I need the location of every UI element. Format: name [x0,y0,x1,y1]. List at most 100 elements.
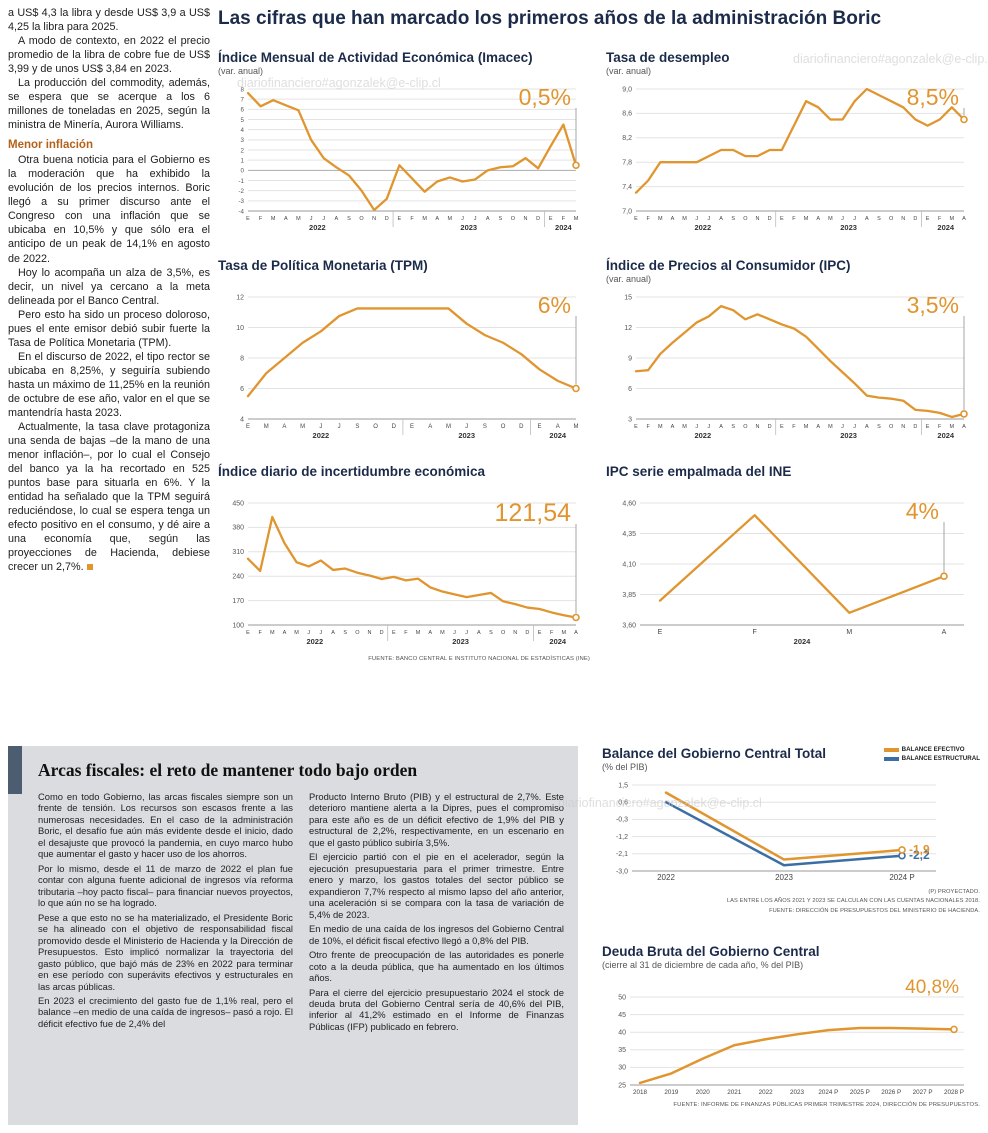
svg-text:D: D [768,216,772,222]
svg-text:2022: 2022 [309,223,326,232]
article-paragraph: En 2023 el crecimiento del gasto fue de … [38,994,293,1029]
svg-text:2023: 2023 [460,223,477,232]
svg-text:E: E [634,424,638,430]
svg-text:M: M [416,630,421,636]
svg-text:J: J [695,424,698,430]
svg-text:M: M [294,630,299,636]
svg-text:6: 6 [240,385,244,392]
headline-accent-bar [8,746,22,794]
svg-text:D: D [536,216,540,222]
svg-text:O: O [501,424,506,430]
svg-text:2024: 2024 [937,223,955,232]
svg-text:-1,2: -1,2 [616,833,628,840]
ipc-ine-svg: 4,60 4,35 4,10 3,85 3,60 E F M A 2024 4% [622,498,964,646]
article-paragraph: a US$ 4,3 la libra y desde US$ 3,9 a US$… [8,7,210,34]
svg-text:J: J [695,216,698,222]
svg-text:7: 7 [241,96,245,103]
svg-text:2: 2 [241,147,245,154]
svg-text:M: M [271,216,276,222]
svg-text:170: 170 [232,597,244,604]
svg-text:J: J [841,216,844,222]
svg-text:J: J [853,216,856,222]
svg-text:8,2: 8,2 [622,135,632,142]
svg-text:N: N [372,216,376,222]
svg-text:M: M [296,216,301,222]
left-article-intro: a US$ 4,3 la libra y desde US$ 3,9 a US$… [8,6,210,132]
svg-text:M: M [950,216,955,222]
svg-text:O: O [743,424,748,430]
svg-text:A: A [556,424,560,430]
chart-balance-notes: (P) PROYECTADO. LAS ENTRE LOS AÑOS 2021 Y… [602,888,980,917]
svg-text:40: 40 [618,1029,626,1036]
svg-text:A: A [816,216,820,222]
svg-text:6: 6 [241,106,245,113]
svg-text:3,5%: 3,5% [907,292,959,318]
legend-swatch-efectivo-icon [883,747,899,752]
chart-balance: Balance del Gobierno Central Total BALAN… [602,746,980,917]
article-paragraph: Para el cierre del ejercicio presupuesta… [309,986,564,1032]
svg-text:M: M [828,424,833,430]
svg-text:A: A [865,216,869,222]
svg-text:25: 25 [618,1082,626,1089]
svg-text:M: M [682,216,687,222]
svg-text:8: 8 [240,355,244,362]
svg-text:A: A [435,216,439,222]
chart-imacec-subtitle: (var. anual) [218,65,264,76]
article-paragraph: Otro frente de preocupación de las autor… [309,949,564,984]
svg-text:2024: 2024 [794,637,812,646]
svg-text:450: 450 [232,500,244,507]
svg-text:M: M [574,216,579,222]
chart-balance-title: Balance del Gobierno Central Total [602,746,827,761]
svg-text:M: M [804,216,809,222]
chart-desempleo-subtitle: (var. anual) [606,65,652,76]
svg-text:O: O [373,424,378,430]
svg-text:M: M [448,216,453,222]
svg-text:M: M [422,216,427,222]
svg-text:A: A [962,216,966,222]
svg-text:D: D [913,424,917,430]
svg-text:M: M [828,216,833,222]
svg-text:7,8: 7,8 [622,159,632,166]
chart-tpm-title: Tasa de Política Monetaria (TPM) [218,258,428,273]
svg-text:2024: 2024 [549,637,567,646]
svg-text:2019: 2019 [664,1089,679,1096]
svg-text:M: M [446,424,451,430]
svg-text:2022: 2022 [657,873,675,882]
svg-text:240: 240 [232,573,244,580]
svg-text:15: 15 [624,294,632,301]
svg-text:D: D [385,216,389,222]
svg-text:2023: 2023 [840,431,857,440]
svg-text:-3,0: -3,0 [616,868,628,875]
svg-text:2021: 2021 [727,1089,742,1096]
svg-text:4: 4 [240,416,244,423]
chart-incertidumbre-plot: 450 380 310 240 170 100 E F M A M J J A S O N D E F M A M J J A S O… [218,493,590,655]
svg-text:1: 1 [241,157,245,164]
svg-text:A: A [283,630,287,636]
svg-text:M: M [846,629,852,636]
svg-text:-0,3: -0,3 [616,816,628,823]
svg-text:2025 P: 2025 P [850,1089,870,1096]
svg-text:J: J [841,424,844,430]
balance-svg: 1,5 0,6 -0,3 -1,2 -2,1 -3,0 2022 2023 2024 P -2,2… [616,782,936,882]
svg-text:380: 380 [232,524,244,531]
svg-text:S: S [489,630,493,636]
chart-tpm-plot: 12 10 8 6 4 E M A M J J S O D E A M J S O D E A M 2022 2023 2024 6% [218,287,590,449]
legend-swatch-estructural-icon [883,756,899,761]
svg-text:O: O [889,424,894,430]
chart-imacec-plot: 8 7 6 5 4 3 2 1 0 -1 -2 -3 -4 E F M A M J J A S O N D E F M A M J J A S O N… [218,79,590,241]
svg-text:A: A [282,424,286,430]
svg-text:M: M [562,630,567,636]
svg-text:D: D [380,630,384,636]
svg-text:2024: 2024 [549,431,567,440]
svg-text:2024 P: 2024 P [818,1089,838,1096]
chart-note: (P) PROYECTADO. [928,888,980,895]
svg-text:9,0: 9,0 [622,86,632,93]
svg-text:A: A [865,424,869,430]
svg-text:J: J [465,424,468,430]
svg-text:S: S [355,424,359,430]
svg-text:2024 P: 2024 P [889,873,914,882]
svg-text:5: 5 [241,116,245,123]
